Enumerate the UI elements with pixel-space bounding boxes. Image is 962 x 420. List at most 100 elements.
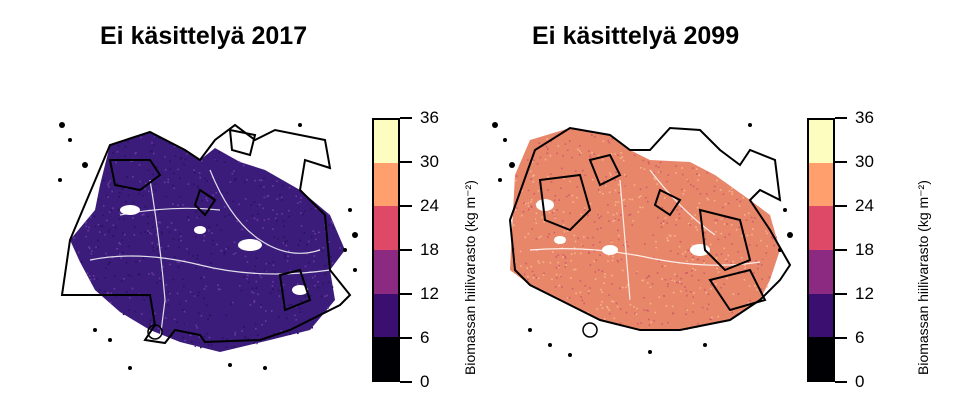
raster-pixel bbox=[686, 271, 688, 274]
raster-pixel bbox=[648, 275, 651, 278]
raster-pixel bbox=[299, 201, 302, 203]
raster-pixel bbox=[234, 179, 236, 182]
raster-pixel bbox=[635, 313, 638, 316]
raster-pixel bbox=[613, 219, 616, 222]
raster-pixel bbox=[221, 191, 223, 193]
raster-pixel bbox=[603, 282, 605, 285]
raster-pixel bbox=[527, 208, 530, 211]
raster-pixel bbox=[119, 191, 121, 194]
raster-pixel bbox=[553, 199, 556, 202]
raster-pixel bbox=[223, 161, 226, 164]
raster-pixel bbox=[148, 190, 150, 193]
raster-pixel bbox=[716, 267, 718, 270]
raster-pixel bbox=[714, 219, 716, 221]
raster-pixel bbox=[732, 293, 735, 296]
raster-pixel bbox=[307, 240, 310, 243]
raster-pixel bbox=[223, 253, 226, 256]
raster-pixel bbox=[696, 206, 699, 209]
raster-pixel bbox=[626, 284, 629, 286]
raster-pixel bbox=[774, 235, 776, 238]
raster-pixel bbox=[152, 273, 155, 276]
raster-pixel bbox=[631, 198, 634, 201]
raster-pixel bbox=[714, 222, 717, 224]
raster-pixel bbox=[610, 240, 612, 243]
raster-pixel bbox=[680, 207, 683, 210]
raster-pixel bbox=[226, 338, 228, 341]
raster-pixel bbox=[606, 305, 608, 308]
raster-pixel bbox=[180, 239, 182, 242]
raster-pixel bbox=[684, 255, 687, 258]
raster-pixel bbox=[532, 277, 535, 279]
raster-pixel bbox=[259, 179, 261, 181]
raster-pixel bbox=[535, 276, 538, 279]
raster-pixel bbox=[111, 256, 114, 259]
raster-pixel bbox=[147, 169, 150, 171]
raster-pixel bbox=[97, 223, 100, 226]
raster-pixel bbox=[620, 258, 623, 261]
raster-pixel bbox=[611, 283, 613, 285]
raster-pixel bbox=[246, 277, 248, 280]
raster-pixel bbox=[238, 161, 241, 163]
legend-tick-mark bbox=[835, 381, 847, 383]
raster-pixel bbox=[564, 143, 567, 145]
raster-pixel bbox=[137, 273, 140, 276]
raster-pixel bbox=[672, 291, 675, 294]
raster-pixel bbox=[554, 217, 556, 219]
raster-pixel bbox=[657, 171, 660, 173]
raster-pixel bbox=[771, 237, 774, 240]
raster-pixel bbox=[234, 333, 236, 336]
raster-pixel bbox=[599, 191, 601, 193]
raster-pixel bbox=[539, 156, 542, 159]
raster-pixel bbox=[192, 254, 195, 257]
raster-pixel bbox=[192, 294, 195, 296]
raster-pixel bbox=[675, 165, 677, 167]
raster-pixel bbox=[198, 262, 200, 265]
raster-pixel bbox=[122, 251, 124, 254]
raster-pixel bbox=[297, 332, 299, 335]
raster-pixel bbox=[720, 218, 723, 220]
raster-pixel bbox=[661, 206, 664, 209]
raster-pixel bbox=[169, 168, 171, 170]
raster-pixel bbox=[561, 247, 564, 249]
raster-pixel bbox=[589, 202, 592, 205]
raster-pixel bbox=[575, 292, 577, 295]
raster-pixel bbox=[314, 275, 316, 277]
raster-pixel bbox=[165, 300, 167, 303]
raster-pixel bbox=[257, 213, 259, 215]
raster-pixel bbox=[709, 243, 712, 246]
raster-pixel bbox=[110, 209, 112, 212]
raster-pixel bbox=[615, 302, 618, 305]
raster-pixel bbox=[105, 252, 107, 255]
raster-pixel bbox=[259, 306, 262, 308]
raster-pixel bbox=[234, 252, 237, 254]
raster-pixel bbox=[207, 344, 210, 346]
raster-pixel bbox=[616, 305, 619, 308]
raster-pixel bbox=[738, 204, 741, 207]
raster-pixel bbox=[553, 210, 555, 213]
raster-pixel bbox=[664, 217, 667, 219]
raster-pixel bbox=[662, 222, 665, 225]
raster-pixel bbox=[218, 151, 221, 154]
raster-pixel bbox=[614, 179, 616, 181]
raster-pixel bbox=[101, 225, 104, 228]
raster-pixel bbox=[139, 260, 141, 262]
raster-pixel bbox=[657, 216, 659, 219]
raster-pixel bbox=[152, 249, 155, 252]
raster-pixel bbox=[200, 346, 202, 349]
raster-pixel bbox=[200, 314, 203, 317]
raster-pixel bbox=[189, 291, 192, 293]
raster-pixel bbox=[678, 217, 681, 220]
raster-pixel bbox=[703, 288, 706, 291]
raster-pixel bbox=[678, 245, 681, 248]
raster-pixel bbox=[666, 222, 668, 224]
raster-pixel bbox=[594, 271, 597, 273]
raster-pixel bbox=[143, 298, 146, 301]
raster-pixel bbox=[524, 202, 527, 205]
raster-pixel bbox=[110, 292, 112, 295]
raster-pixel bbox=[656, 272, 659, 274]
raster-pixel bbox=[553, 216, 556, 218]
raster-pixel bbox=[264, 320, 267, 322]
raster-pixel bbox=[645, 186, 648, 189]
raster-pixel bbox=[589, 264, 592, 266]
raster-pixel bbox=[111, 190, 113, 193]
